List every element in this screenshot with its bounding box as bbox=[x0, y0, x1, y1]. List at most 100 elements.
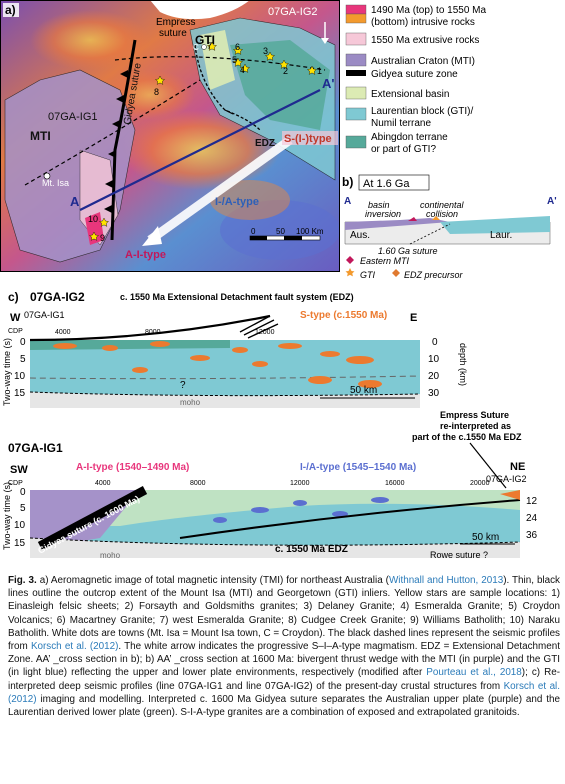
panel-a-label: a) bbox=[5, 3, 16, 17]
svg-text:Rowe suture ?: Rowe suture ? bbox=[430, 550, 488, 560]
i-a-type-label: I-/A-type bbox=[215, 196, 259, 208]
svg-text:12000: 12000 bbox=[290, 480, 310, 487]
svg-text:moho: moho bbox=[100, 551, 121, 560]
figure-caption: Fig. 3. a) Aeromagnetic image of total m… bbox=[8, 575, 560, 719]
panel-b-title: At 1.6 Ga bbox=[363, 178, 410, 190]
legend-laurentian: Laurentian block (GTI)/ Numil terrane bbox=[345, 106, 473, 129]
intrusive-rocks bbox=[85, 212, 104, 245]
ig1-i-a-label: I-/A-type (1545–1540 Ma) bbox=[300, 462, 416, 473]
abingdon-terrane bbox=[230, 40, 330, 130]
svg-text:SW: SW bbox=[10, 464, 28, 476]
svg-text:07GA-IG2: 07GA-IG2 bbox=[486, 474, 527, 484]
legend-gidyea: Gidyea suture zone bbox=[346, 69, 458, 80]
svg-text:10: 10 bbox=[88, 214, 98, 224]
svg-text:collision: collision bbox=[426, 209, 458, 219]
svg-text:6: 6 bbox=[235, 42, 240, 52]
legend-intrusive-line2: (bottom) intrusive rocks bbox=[371, 17, 475, 28]
sample-3: 3 bbox=[263, 46, 275, 61]
ig1-a-i-label: A-I-type (1540–1490 Ma) bbox=[76, 462, 189, 473]
sample-4: 4 bbox=[240, 63, 250, 75]
legend-australian-craton: Australian Craton (MTI) bbox=[345, 53, 475, 67]
gidyea-suture-band bbox=[37, 486, 148, 550]
svg-text:Eastern MTI: Eastern MTI bbox=[360, 256, 410, 266]
legend-extrusive: 1550 Ma extrusive rocks bbox=[345, 32, 479, 46]
sample-2: 2 bbox=[279, 59, 289, 76]
ig2-title: 07GA-IG2 bbox=[30, 290, 85, 304]
ig2-label-map: 07GA-IG2 bbox=[268, 6, 318, 18]
aa-prime-line bbox=[79, 89, 321, 211]
ig2-crust bbox=[30, 340, 420, 402]
legend-intrusive-line1: 1490 Ma (top) to 1550 Ma bbox=[371, 5, 487, 16]
mti-label: MTI bbox=[30, 129, 51, 143]
svg-text:50 km: 50 km bbox=[472, 532, 499, 543]
ig2-s-type-bodies bbox=[53, 341, 382, 388]
eastern-mti-symbol bbox=[346, 256, 354, 264]
svg-text:?: ? bbox=[180, 380, 186, 391]
ig1-section: 07GA-IG1 SW NE 07GA-IG2 A-I-type (1540–1… bbox=[2, 441, 538, 560]
svg-text:NE: NE bbox=[510, 461, 525, 473]
scale-100: 100 Km bbox=[296, 227, 324, 236]
svg-text:15: 15 bbox=[14, 388, 26, 399]
aeromagnetic-map: a) Empress suture GTI MTI Mt. Isa 07GA-I… bbox=[0, 0, 340, 272]
sample-stars: 1 2 3 4 5 6 7 8 9 10 bbox=[88, 41, 322, 243]
empress-suture-line bbox=[194, 44, 261, 131]
svg-text:24: 24 bbox=[526, 513, 538, 524]
ig1-upper-green bbox=[30, 490, 520, 526]
sample-10: 10 bbox=[88, 214, 109, 227]
svg-text:2: 2 bbox=[283, 66, 288, 76]
town-c-label: C bbox=[193, 43, 199, 52]
sample-7: 7 bbox=[207, 41, 217, 51]
mt-isa-dot bbox=[43, 172, 51, 180]
svg-text:W: W bbox=[10, 312, 21, 324]
svg-text:Abingdon terrane: Abingdon terrane bbox=[371, 132, 448, 143]
ig1-edz-fault bbox=[179, 499, 521, 539]
seismic-profiles: c) 07GA-IG2 c. 1550 Ma Extensional Detac… bbox=[2, 290, 538, 560]
svg-text:or part of GTI?: or part of GTI? bbox=[371, 144, 436, 155]
legend-abingdon: Abingdon terrane or part of GTI? bbox=[345, 132, 448, 155]
profile-ig1-line bbox=[24, 79, 201, 186]
aus-plate bbox=[345, 218, 450, 230]
svg-text:4000: 4000 bbox=[55, 329, 71, 336]
svg-text:3: 3 bbox=[263, 46, 268, 56]
svg-text:12000: 12000 bbox=[255, 329, 275, 336]
svg-text:basin: basin bbox=[368, 200, 390, 210]
panel-c-label: c) bbox=[8, 290, 19, 304]
gti-symbol bbox=[345, 268, 355, 277]
legend-extensional-basin: Extensional basin bbox=[345, 86, 449, 100]
svg-text:inversion: inversion bbox=[365, 209, 401, 219]
citation-korsch-2[interactable]: Korsch et al. (2012) bbox=[8, 680, 560, 705]
svg-text:10: 10 bbox=[14, 371, 26, 382]
citation-withnall[interactable]: Withnall and Hutton, 2013 bbox=[388, 575, 504, 586]
svg-text:10: 10 bbox=[428, 354, 440, 365]
panel-b-label: b) bbox=[342, 175, 353, 189]
ig2-section: W 07GA-IG1 E CDP 4000 8000 12000 S-type … bbox=[2, 310, 468, 408]
svg-text:Gidyea suture zone: Gidyea suture zone bbox=[371, 69, 458, 80]
svg-text:re-interpreted as: re-interpreted as bbox=[440, 421, 511, 431]
svg-text:20: 20 bbox=[428, 371, 440, 382]
point-a-prime-label: A' bbox=[322, 76, 334, 91]
citation-pourteau[interactable]: Pourteau et al., 2018 bbox=[426, 667, 522, 679]
ig1-mantle bbox=[30, 538, 520, 558]
edz-label-map: EDZ bbox=[255, 138, 275, 149]
aus-label: Aus. bbox=[350, 230, 370, 241]
ig2-upper bbox=[30, 340, 230, 350]
point-a-label: A bbox=[70, 194, 80, 209]
b-point-a: A bbox=[344, 196, 351, 207]
caption-figure-number: Fig. 3. bbox=[8, 575, 37, 586]
empress-label-1: Empress bbox=[156, 17, 195, 28]
svg-text:16000: 16000 bbox=[385, 480, 405, 487]
svg-text:moho: moho bbox=[180, 398, 201, 407]
profile-ig2-line bbox=[114, 56, 326, 71]
sample-5: 5 bbox=[232, 55, 243, 67]
suture-label: 1.60 Ga suture bbox=[378, 246, 438, 256]
sample-1: 1 bbox=[307, 65, 322, 76]
svg-text:0: 0 bbox=[432, 337, 438, 348]
svg-text:Empress Suture: Empress Suture bbox=[440, 410, 509, 420]
citation-korsch-1[interactable]: Korsch et al. (2012) bbox=[30, 641, 119, 653]
sample-6: 6 bbox=[233, 42, 243, 55]
s-type-label: S-type (c.1550 Ma) bbox=[300, 310, 387, 321]
ig1-i-a-bodies bbox=[213, 497, 389, 523]
a-i-type-label: A-I-type bbox=[125, 249, 166, 261]
ig1-label-map: 07GA-IG1 bbox=[48, 111, 98, 123]
magmatism-arrow bbox=[147, 136, 293, 244]
